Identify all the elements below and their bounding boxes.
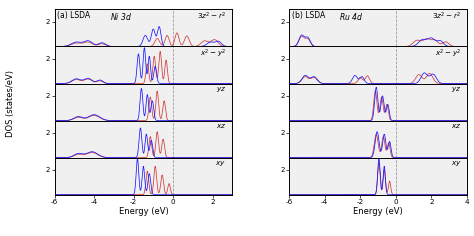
Text: DOS (states/eV): DOS (states/eV) (6, 70, 15, 137)
Text: $x^2-y^2$: $x^2-y^2$ (435, 48, 462, 60)
Text: $3z^2-r^2$: $3z^2-r^2$ (432, 11, 462, 22)
Text: $xz$: $xz$ (216, 122, 226, 130)
Text: Ru 4$d$: Ru 4$d$ (339, 11, 363, 22)
Text: $xy$: $xy$ (216, 159, 226, 168)
Text: $xz$: $xz$ (451, 122, 462, 130)
Text: $x^2-y^2$: $x^2-y^2$ (200, 48, 226, 60)
Text: $3z^2-r^2$: $3z^2-r^2$ (197, 11, 226, 22)
X-axis label: Energy (eV): Energy (eV) (353, 207, 403, 216)
Text: (b) LSDA: (b) LSDA (292, 11, 325, 20)
Text: Ni 3$d$: Ni 3$d$ (110, 11, 132, 22)
X-axis label: Energy (eV): Energy (eV) (118, 207, 168, 216)
Text: $xy$: $xy$ (451, 159, 462, 168)
Text: $yz$: $yz$ (216, 85, 226, 94)
Text: $yz$: $yz$ (451, 85, 462, 94)
Text: (a) LSDA: (a) LSDA (57, 11, 91, 20)
